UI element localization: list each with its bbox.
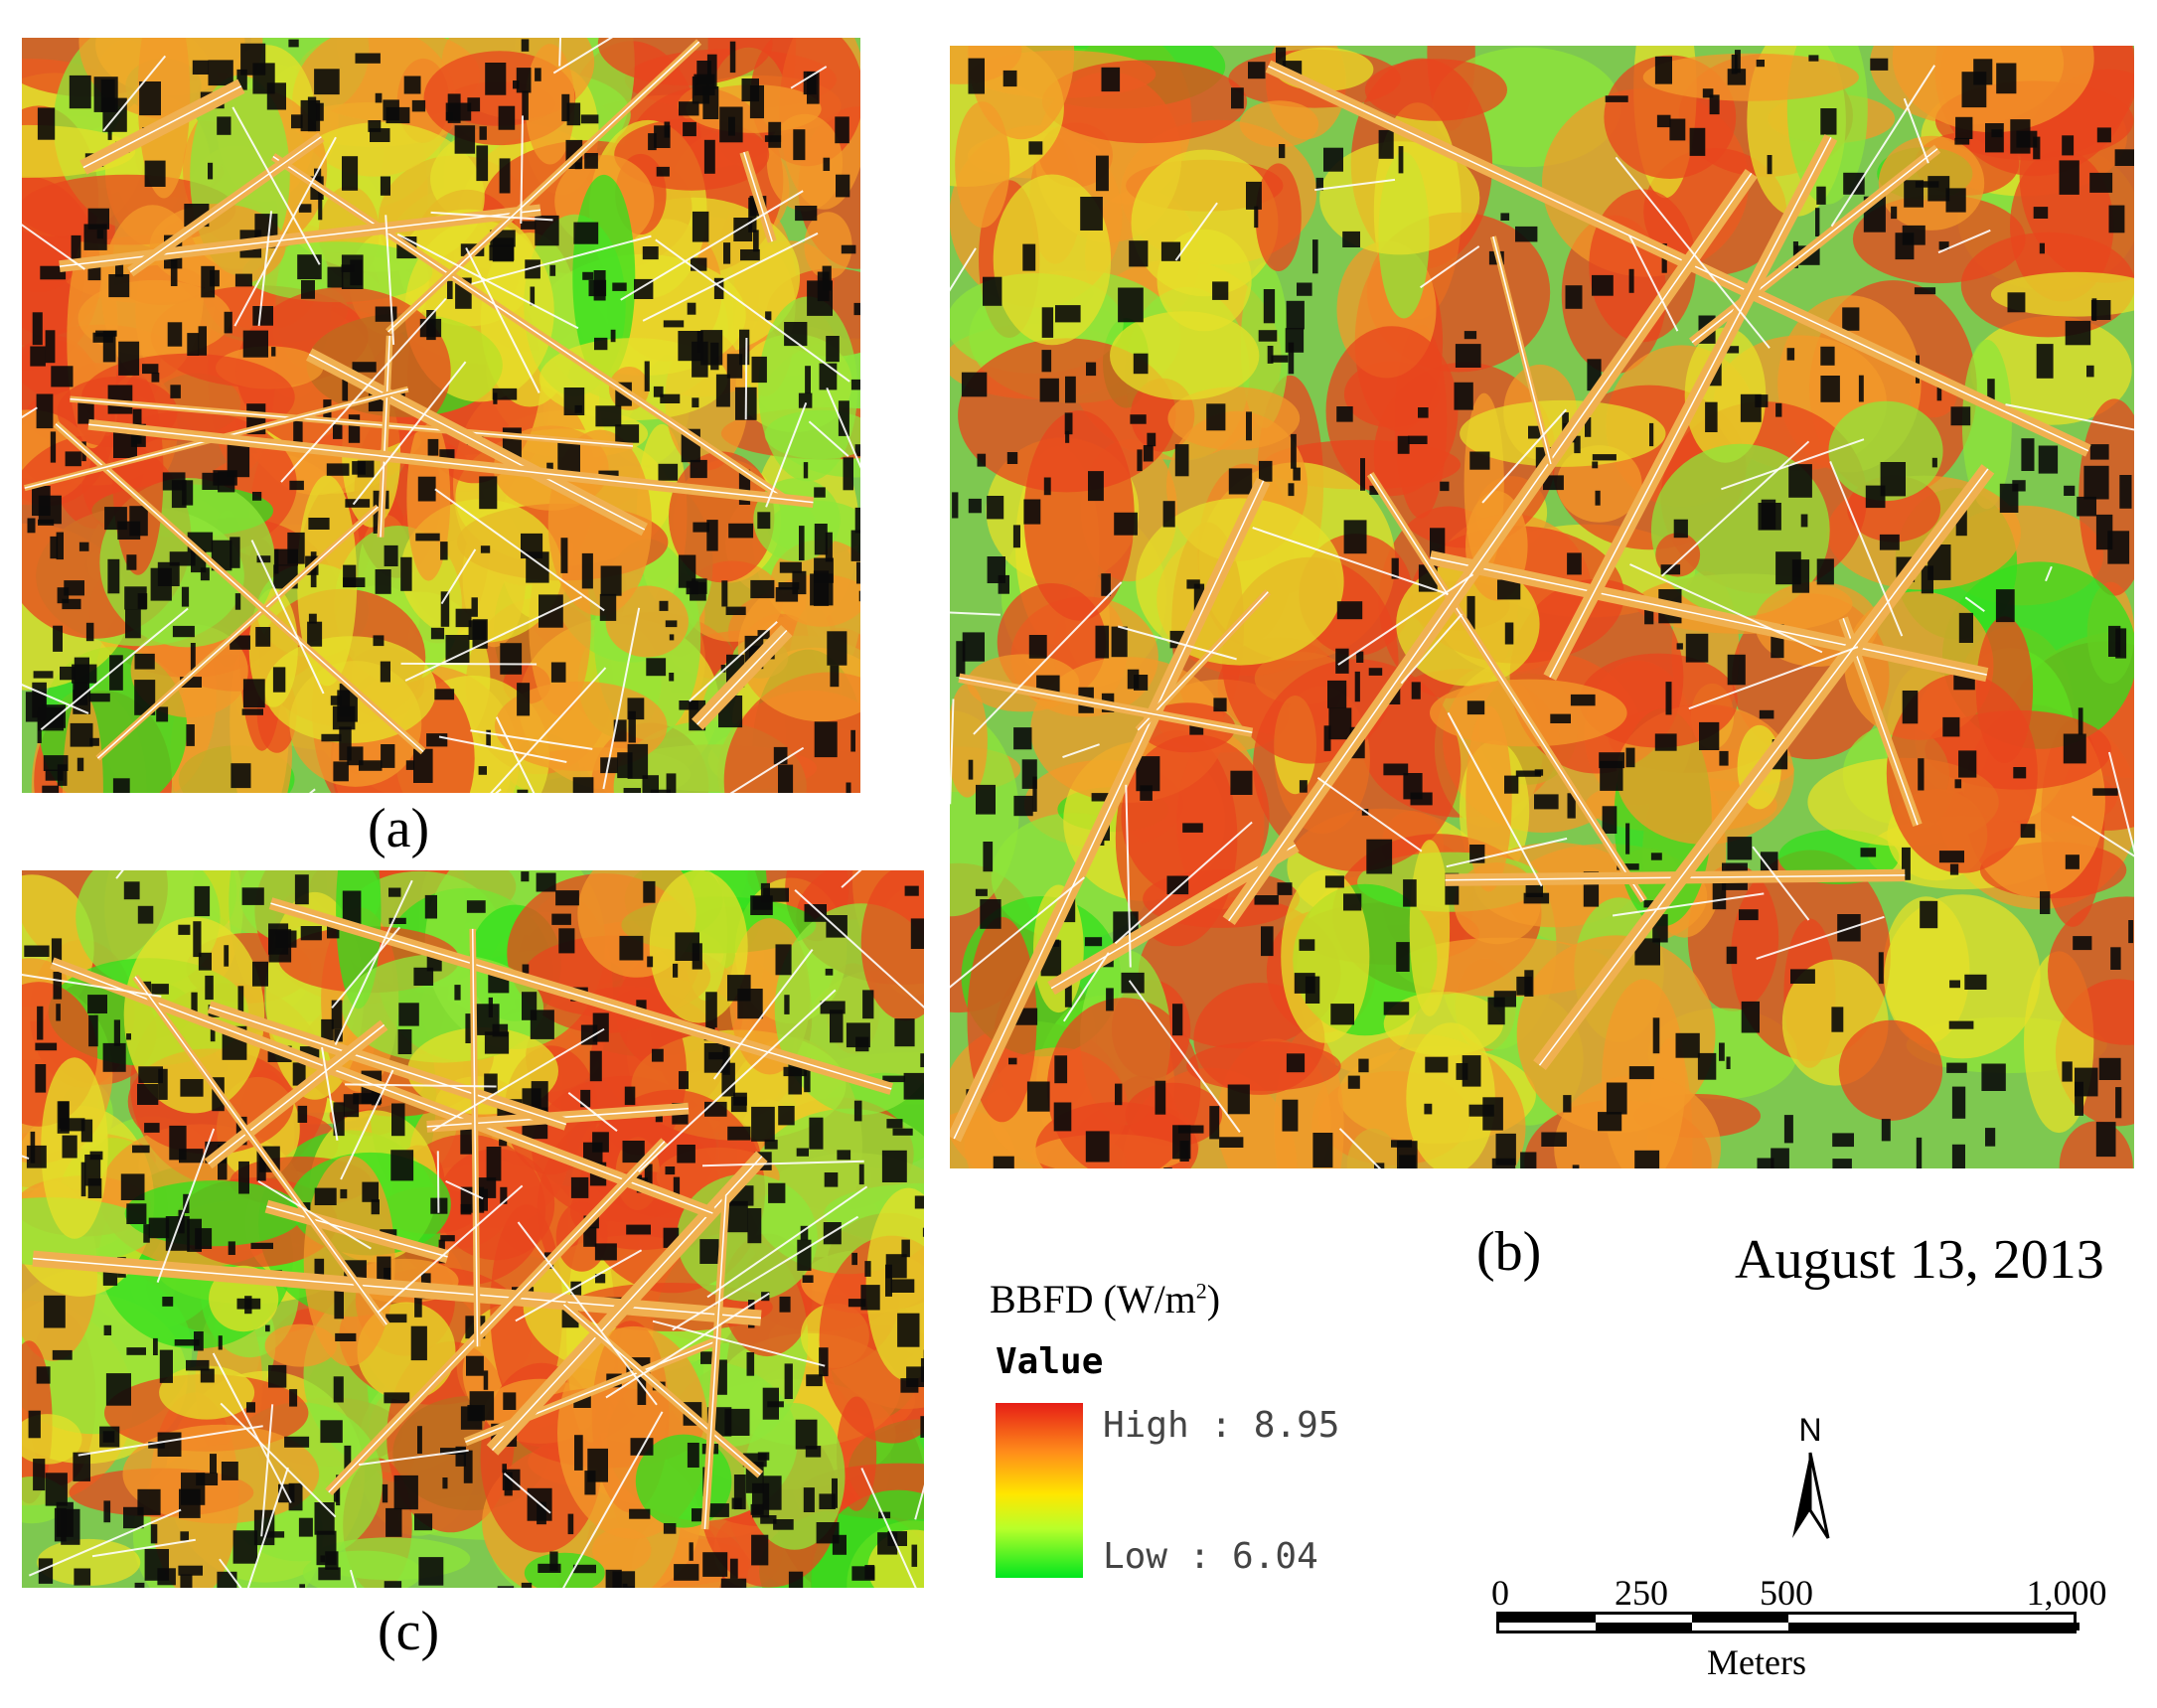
scale-seg-4 <box>1788 1623 2080 1630</box>
scale-tick-250: 250 <box>1615 1573 1668 1613</box>
legend-low-label: Low : 6.04 <box>1103 1536 1318 1577</box>
map-panel-c <box>22 870 924 1588</box>
scale-bar: 0 250 500 1,000 Meters <box>1480 1572 2107 1691</box>
legend-subtitle: Value <box>996 1341 1104 1382</box>
north-arrow-left-half <box>1792 1453 1810 1538</box>
legend-title-end: ) <box>1206 1277 1221 1321</box>
scale-tick-1000: 1,000 <box>2026 1573 2107 1613</box>
map-date: August 13, 2013 <box>1735 1229 2104 1291</box>
legend-high-label: High : 8.95 <box>1103 1405 1340 1446</box>
map-c-canvas <box>22 870 924 1588</box>
scale-seg-1 <box>1499 1615 1596 1623</box>
scale-units: Meters <box>1707 1642 1806 1682</box>
legend-title: BBFD (W/m2) <box>990 1276 1220 1322</box>
north-arrow-icon: N <box>1792 1412 1830 1539</box>
panel-label-c: (c) <box>378 1601 440 1662</box>
map-panel-a <box>22 38 860 793</box>
map-a-canvas <box>22 38 860 793</box>
legend-title-main: BBFD (W/m <box>990 1277 1196 1321</box>
panel-label-b: (b) <box>1476 1221 1542 1283</box>
north-arrow-label: N <box>1798 1412 1821 1448</box>
scale-seg-2 <box>1596 1623 1692 1630</box>
scale-bar-segments <box>1496 1612 2080 1633</box>
north-arrow-right-half <box>1808 1452 1830 1539</box>
panel-label-a: (a) <box>368 798 430 859</box>
scale-tick-0: 0 <box>1491 1573 1509 1613</box>
map-b-canvas <box>950 46 2134 1168</box>
legend-title-sup: 2 <box>1195 1278 1207 1304</box>
map-panel-b <box>950 46 2134 1168</box>
scale-seg-3 <box>1692 1615 1788 1623</box>
scale-tick-500: 500 <box>1760 1573 1813 1613</box>
legend-color-ramp <box>996 1403 1083 1578</box>
